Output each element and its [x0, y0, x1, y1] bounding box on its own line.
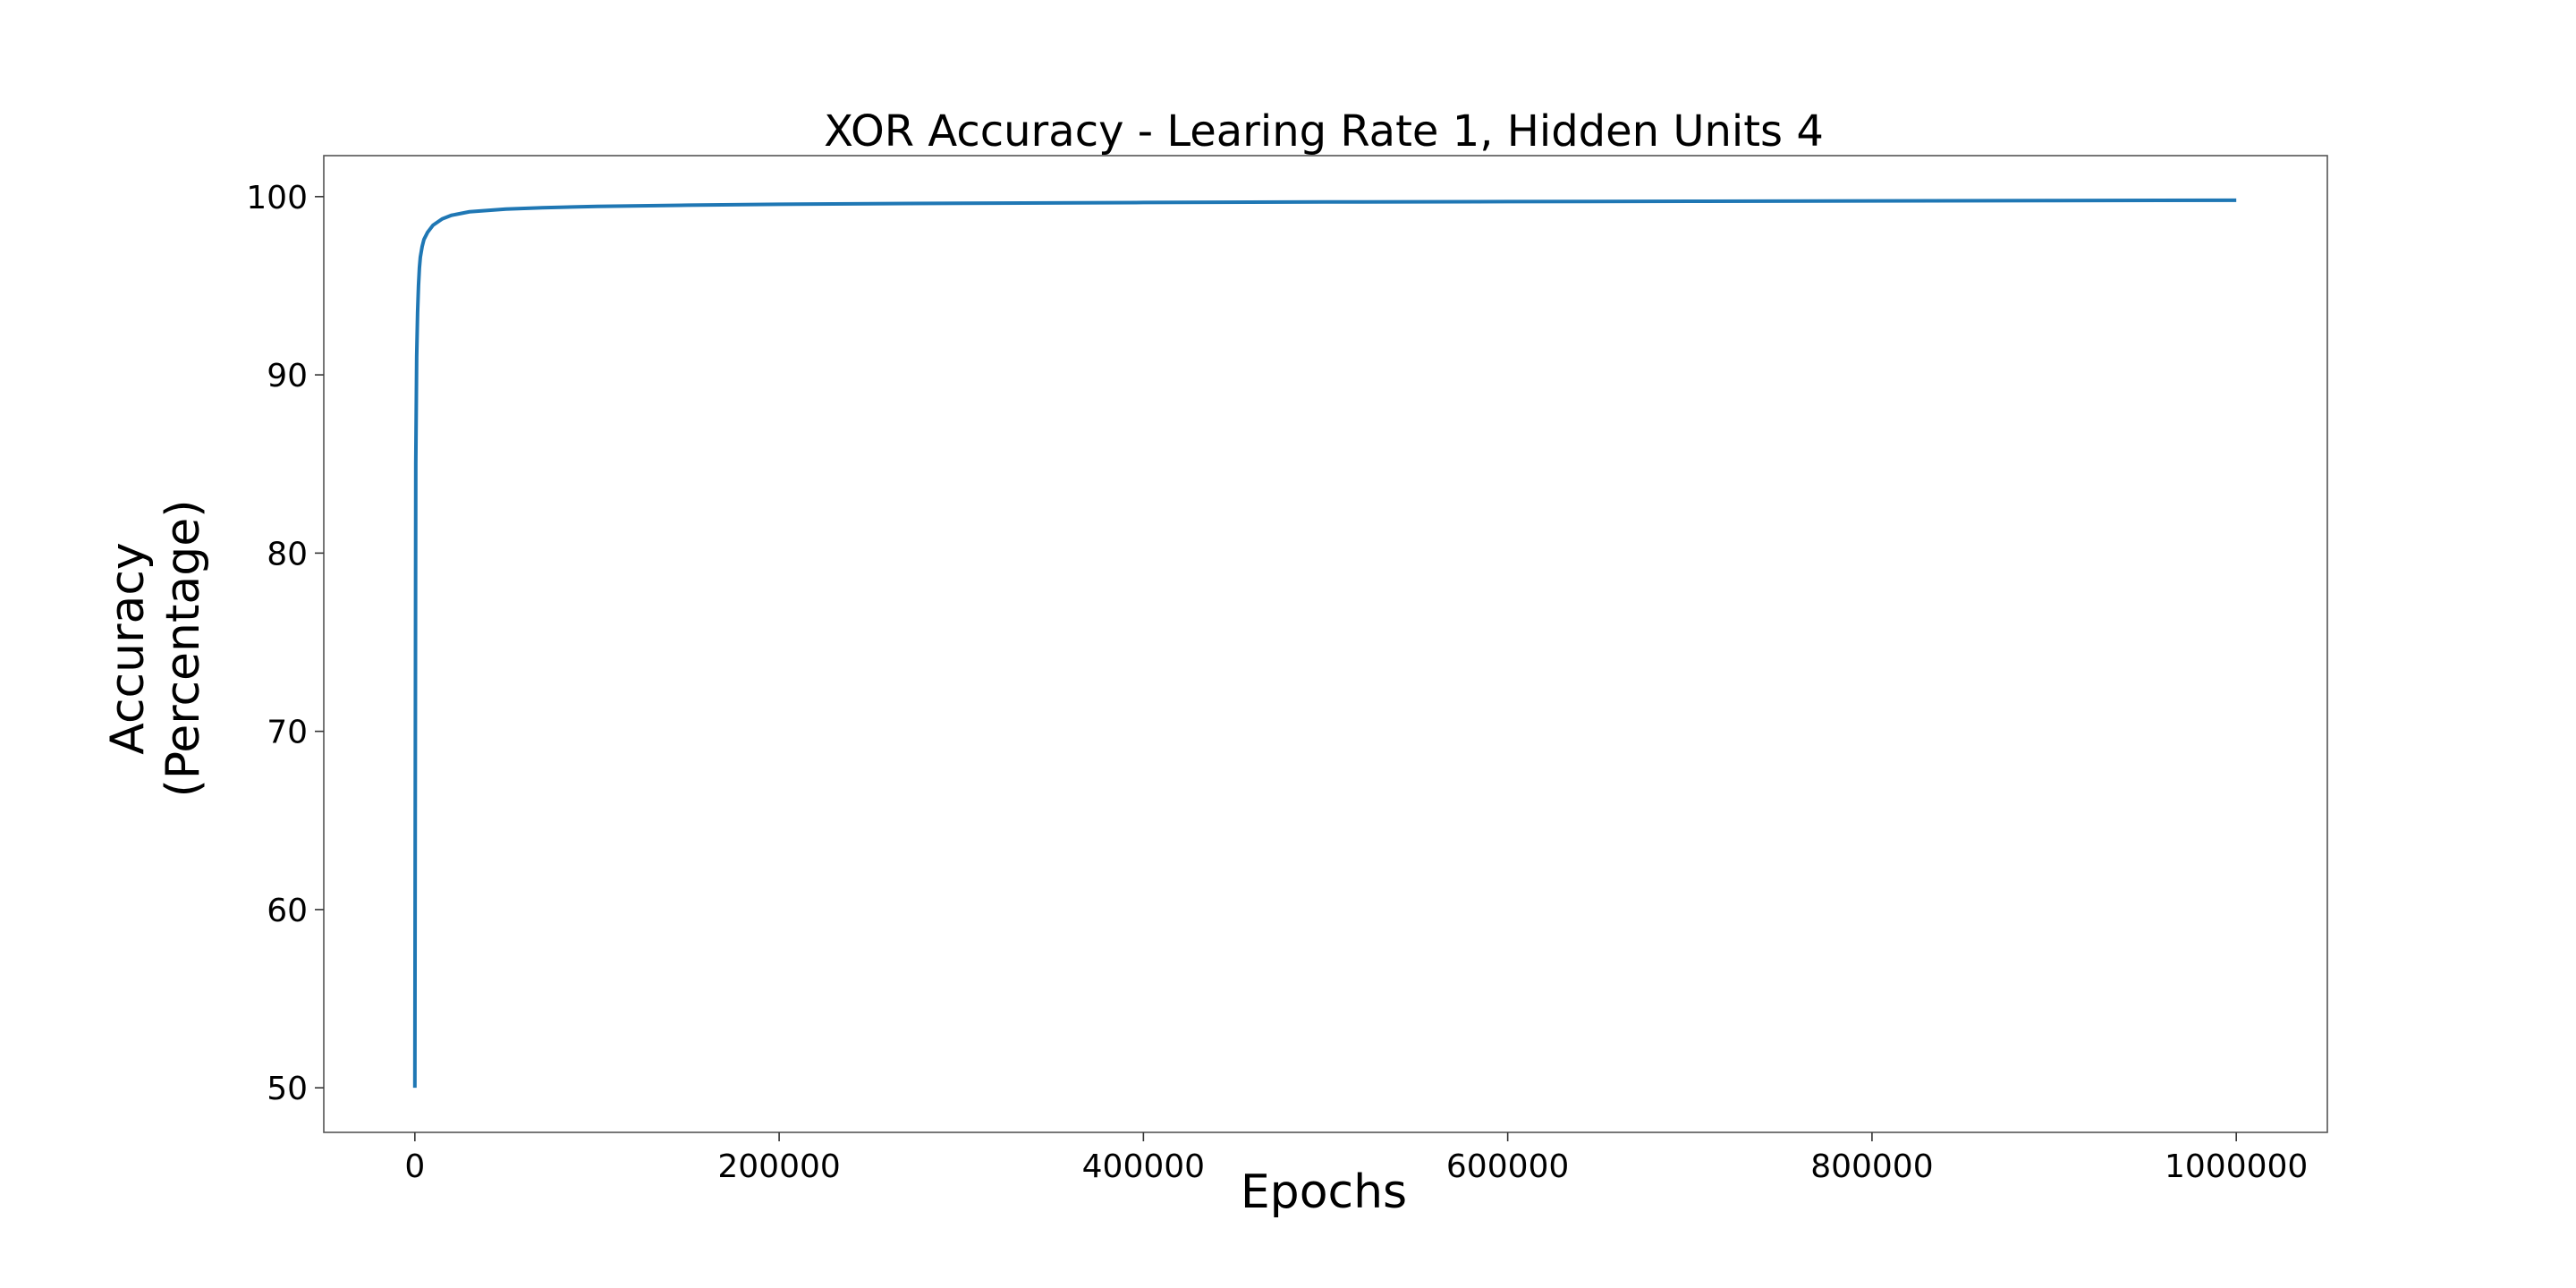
- plot-frame: [323, 155, 2328, 1133]
- y-axis-label-line-1: Accuracy: [101, 542, 155, 754]
- x-tick-label: 0: [404, 1148, 425, 1185]
- x-tick-label: 200000: [717, 1148, 840, 1185]
- x-tick-label: 1000000: [2165, 1148, 2308, 1185]
- y-axis-label-line-2: (Percentage): [157, 499, 210, 797]
- y-axis: 50 60 70 80 90 100: [246, 180, 324, 1107]
- y-tick-label: 80: [267, 536, 308, 572]
- y-tick-label: 50: [267, 1071, 308, 1107]
- x-axis: 0 200000 400000 600000 800000 1000000: [404, 1132, 2308, 1185]
- y-tick-label: 90: [267, 358, 308, 394]
- x-tick-label: 600000: [1446, 1148, 1569, 1185]
- chart-title: XOR Accuracy - Learing Rate 1, Hidden Un…: [824, 106, 1824, 157]
- x-axis-label: Epochs: [1241, 1165, 1407, 1219]
- series-layer: [412, 198, 2237, 1089]
- series-line-0: [412, 198, 2237, 1089]
- x-tick-label: 800000: [1810, 1148, 1933, 1185]
- y-tick-label: 60: [267, 893, 308, 929]
- y-tick-label: 70: [267, 715, 308, 751]
- x-tick-label: 400000: [1082, 1148, 1205, 1185]
- y-tick-label: 100: [246, 180, 308, 216]
